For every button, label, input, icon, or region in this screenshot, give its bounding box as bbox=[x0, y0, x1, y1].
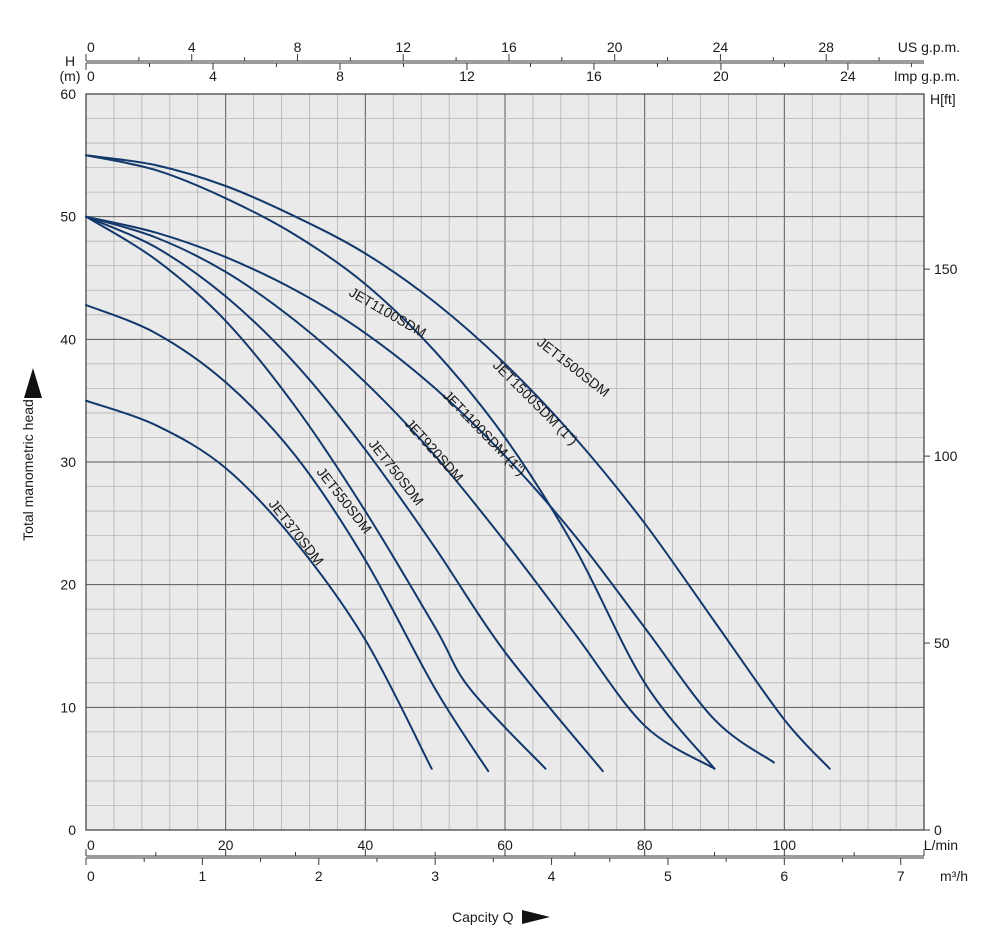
bottom-axis-2-label: 1 bbox=[198, 868, 206, 884]
top-axis-2-unit: Imp g.p.m. bbox=[894, 68, 960, 84]
x-axis-title: Capcity Q bbox=[452, 909, 514, 925]
curves bbox=[85, 154, 831, 773]
bottom-axis-2-label: 6 bbox=[780, 868, 788, 884]
left-axis-arrow bbox=[24, 368, 42, 398]
bottom-axis-2-label: 4 bbox=[548, 868, 556, 884]
curve-7 bbox=[85, 154, 831, 770]
curve-3 bbox=[85, 215, 604, 773]
curve-4 bbox=[85, 215, 716, 770]
top-axis-1-label: 20 bbox=[607, 39, 623, 55]
bottom-axis-2-label: 2 bbox=[315, 868, 323, 884]
top-axis-2-label: 12 bbox=[459, 68, 475, 84]
right-axis-unit: H[ft] bbox=[930, 91, 956, 107]
top-axis-1-label: 8 bbox=[294, 39, 302, 55]
bottom-axis-1-label: 0 bbox=[87, 837, 95, 853]
curve-6 bbox=[85, 154, 716, 770]
bottom-axis-2-unit: m³/h bbox=[940, 868, 968, 884]
top-axis-2-label: 4 bbox=[209, 68, 217, 84]
left-unit-h: H bbox=[65, 53, 75, 69]
right-tick-label: 150 bbox=[934, 261, 958, 277]
curve-0 bbox=[85, 399, 433, 770]
left-tick-label: 0 bbox=[68, 822, 76, 838]
top-axis-2-label: 24 bbox=[840, 68, 856, 84]
top-axis-1-label: 12 bbox=[395, 39, 411, 55]
bottom-axis-1-label: 100 bbox=[773, 837, 797, 853]
grid bbox=[85, 93, 925, 831]
top-axis-1-label: 4 bbox=[188, 39, 196, 55]
right-tick-label: 0 bbox=[934, 822, 942, 838]
top-axis-1-label: 28 bbox=[818, 39, 834, 55]
top-axis-1-label: 16 bbox=[501, 39, 517, 55]
top-axis-2-label: 0 bbox=[87, 68, 95, 84]
plot-border bbox=[85, 93, 925, 831]
left-tick-label: 60 bbox=[60, 86, 76, 102]
top-axis-2-label: 20 bbox=[713, 68, 729, 84]
bottom-axis-1-label: 80 bbox=[637, 837, 653, 853]
bottom-axis-2-label: 5 bbox=[664, 868, 672, 884]
left-axis-title: Total manometric head bbox=[20, 399, 36, 541]
curve-2 bbox=[85, 215, 547, 770]
left-tick-label: 40 bbox=[60, 331, 76, 347]
left-unit-m: (m) bbox=[60, 68, 81, 84]
top-axis-1-unit: US g.p.m. bbox=[898, 39, 960, 55]
x-axis-arrow bbox=[522, 910, 550, 924]
top-axis-2-label: 16 bbox=[586, 68, 602, 84]
left-tick-label: 20 bbox=[60, 577, 76, 593]
left-tick-label: 30 bbox=[60, 454, 76, 470]
bottom-axis-1-label: 20 bbox=[218, 837, 234, 853]
top-axis-1-label: 0 bbox=[87, 39, 95, 55]
bottom-axis-2-label: 0 bbox=[87, 868, 95, 884]
bottom-axis-2-label: 7 bbox=[897, 868, 905, 884]
top-axis-2-label: 8 bbox=[336, 68, 344, 84]
bottom-axis-2-label: 3 bbox=[431, 868, 439, 884]
top-axis-1-label: 24 bbox=[713, 39, 729, 55]
curve-1 bbox=[85, 304, 490, 773]
bottom-axis-1-unit: L/min bbox=[924, 837, 958, 853]
bottom-axis-1-label: 60 bbox=[497, 837, 513, 853]
right-tick-label: 100 bbox=[934, 448, 958, 464]
left-tick-label: 10 bbox=[60, 699, 76, 715]
bottom-axis-1-label: 40 bbox=[358, 837, 374, 853]
curve-5 bbox=[85, 215, 775, 764]
left-tick-label: 50 bbox=[60, 209, 76, 225]
right-tick-label: 50 bbox=[934, 635, 950, 651]
